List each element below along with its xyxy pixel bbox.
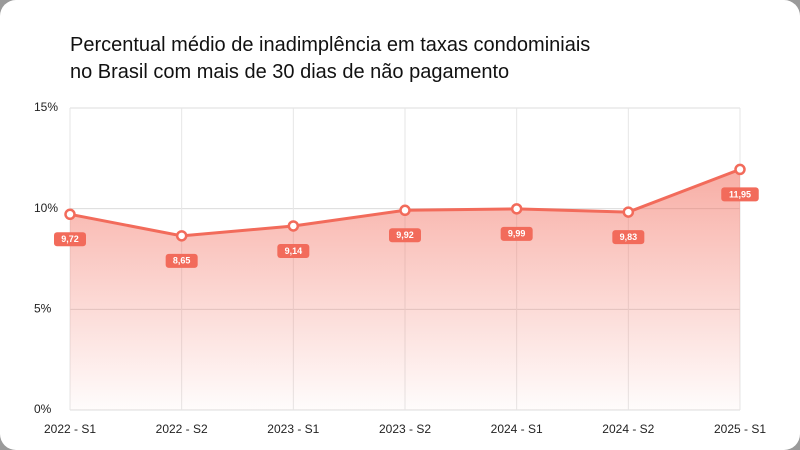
x-tick-label: 2022 - S2 [156,422,208,436]
value-label-bg [612,230,645,245]
value-label: 9,14 [285,246,303,256]
value-label-bg [389,228,421,243]
y-tick-label: 0% [34,402,52,416]
x-tick-label: 2024 - S2 [602,422,654,436]
chart-subtitle: no Brasil com mais de 30 dias de não pag… [70,61,509,83]
point [287,220,300,232]
value-label: 9,92 [396,230,414,240]
x-tick-label: 2024 - S1 [491,422,543,436]
x-tick-label: 2023 - S2 [379,422,431,436]
y-tick-label: 15% [34,100,58,114]
x-tick-label: 2025 - S1 [714,422,766,436]
value-label-bg [500,226,533,241]
x-tick-label: 2022 - S1 [44,422,96,436]
value-label-bg [721,187,759,202]
value-label: 9,83 [620,232,638,242]
x-tick-label: 2023 - S1 [267,422,319,436]
value-label-bg [165,253,198,268]
value-label: 11,95 [729,189,751,199]
point [734,163,746,176]
value-label: 9,99 [508,229,526,239]
point [510,203,523,215]
value-label: 8,65 [173,256,191,266]
value-label: 9,72 [61,234,79,244]
y-tick-label: 10% [34,201,58,215]
point [175,230,188,242]
value-label-bg [277,243,310,258]
area [70,169,740,410]
point [64,208,76,221]
chart-title: Percentual médio de inadimplência em tax… [70,34,590,56]
point [622,206,635,218]
y-tick-label: 5% [34,302,52,316]
point [399,204,411,217]
value-label-bg [54,232,86,247]
